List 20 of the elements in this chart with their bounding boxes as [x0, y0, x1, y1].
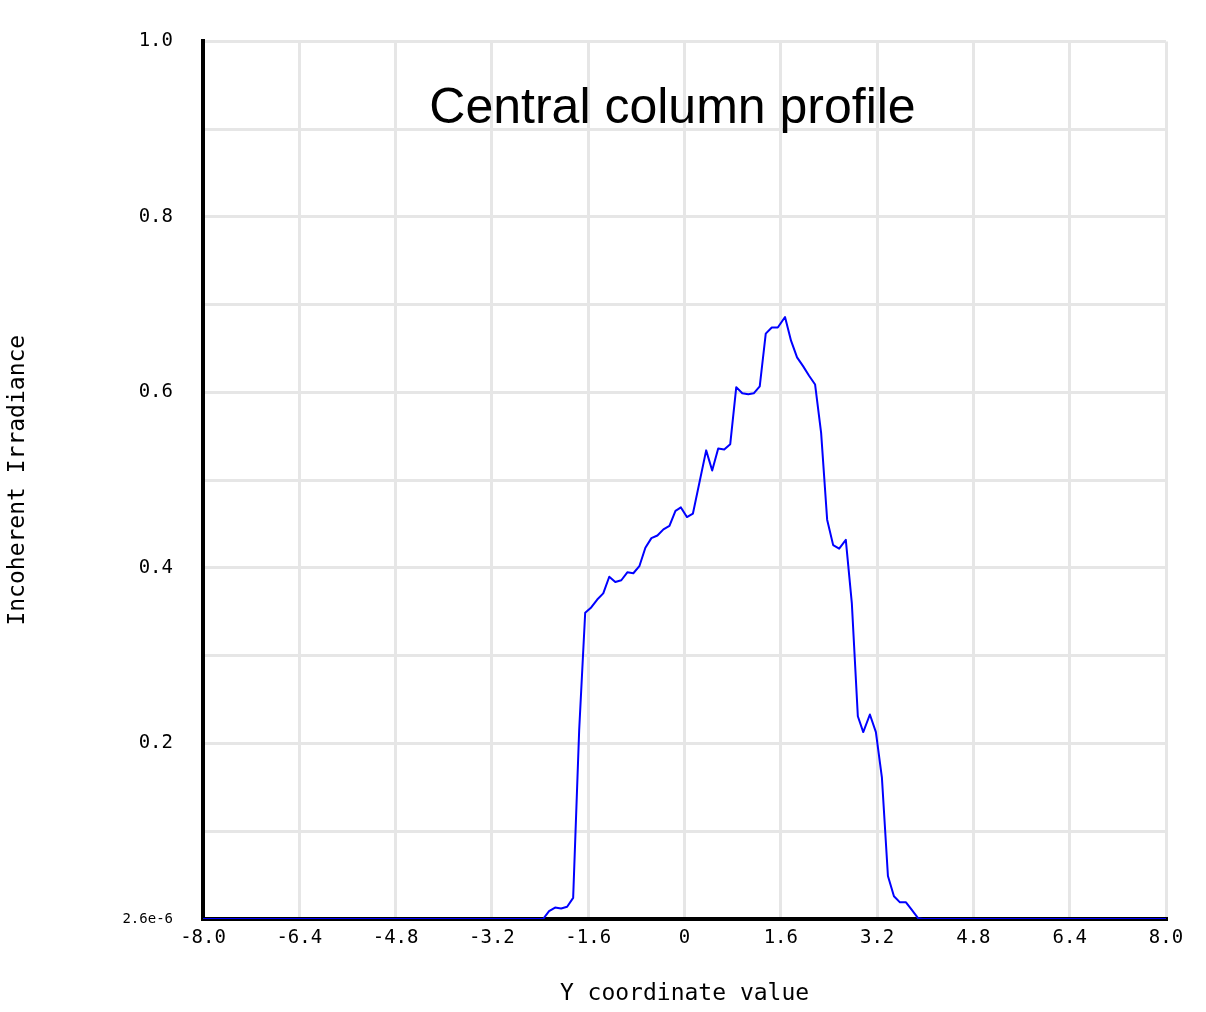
y-tick-label: 1.0	[138, 28, 173, 51]
x-tick-label: 6.4	[1052, 925, 1087, 948]
x-tick-label: 3.2	[859, 925, 895, 948]
y-axis-title: Incoherent Irradiance	[2, 334, 29, 626]
x-tick-label: 8.0	[1148, 925, 1184, 948]
text: Central column profile	[429, 78, 916, 135]
x-tick-label: -6.4	[276, 925, 323, 948]
x-tick-label: -3.2	[469, 925, 515, 948]
y-tick-label: 0.6	[138, 379, 173, 402]
y-tick-label: 0.4	[138, 554, 173, 577]
x-tick-label: -4.8	[372, 925, 419, 948]
x-axis-title: Y coordinate value	[559, 979, 810, 1006]
x-tick-label: 4.8	[956, 925, 991, 948]
x-tick-label: 1.6	[763, 925, 798, 948]
x-tick-label: -8.0	[180, 925, 226, 948]
y-tick-label: 2.6e-6	[122, 909, 173, 926]
y-tick-label: 0.8	[138, 203, 173, 226]
x-tick-label: -1.6	[565, 925, 612, 948]
y-tick-label: 0.2	[138, 730, 173, 753]
x-tick-label: 0	[678, 925, 691, 948]
